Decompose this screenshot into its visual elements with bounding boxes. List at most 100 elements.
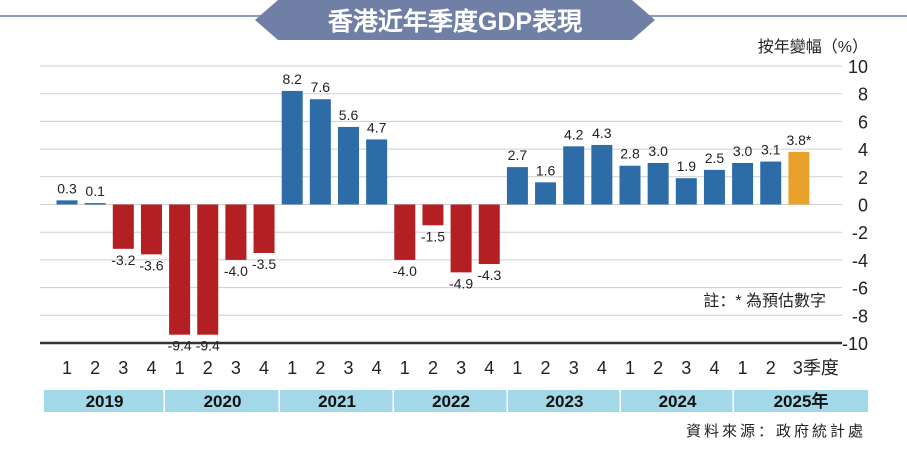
bar	[281, 90, 303, 205]
data-label: 2.5	[705, 150, 725, 166]
data-label: 2.8	[620, 146, 640, 162]
chart-title: 香港近年季度GDP表現	[328, 7, 582, 36]
bar	[506, 167, 528, 205]
bar	[535, 182, 557, 205]
bar	[253, 204, 275, 253]
y-tick-label: -6	[852, 279, 868, 299]
y-tick-label: -8	[852, 306, 868, 326]
data-label: 1.9	[677, 158, 697, 174]
year-label: 2021	[318, 392, 356, 411]
bar	[84, 203, 106, 205]
year-band	[44, 390, 164, 412]
y-tick-label: 6	[858, 112, 868, 132]
data-label: 7.6	[311, 79, 331, 95]
year-label: 2019	[86, 392, 124, 411]
year-label: 2022	[432, 392, 470, 411]
data-label: 3.8*	[786, 132, 811, 148]
bar	[394, 204, 416, 260]
data-label: -3.5	[252, 256, 276, 272]
year-label: 2020	[204, 392, 242, 411]
year-label: 2025年	[774, 391, 829, 411]
x-tick-label: 2	[766, 358, 776, 378]
data-label: -3.2	[111, 252, 135, 268]
y-tick-label: -4	[852, 251, 868, 271]
data-label: 4.2	[564, 126, 584, 142]
x-tick-label: 2	[90, 358, 100, 378]
bar	[338, 126, 359, 205]
x-tick-label: 3	[118, 358, 128, 378]
data-label: -4.3	[477, 267, 501, 283]
data-label: -9.4	[196, 338, 220, 354]
x-tick-label: 1	[738, 358, 748, 378]
data-label: 4.7	[367, 119, 387, 135]
x-tick-label: 4	[709, 358, 719, 378]
x-tick-label: 3	[569, 358, 579, 378]
data-label: 3.0	[733, 143, 753, 159]
x-tick-label: 1	[287, 358, 297, 378]
bar	[225, 204, 247, 260]
bar	[197, 204, 219, 335]
year-label: 2023	[546, 392, 584, 411]
year-band	[734, 390, 868, 412]
x-tick-label: 4	[259, 358, 269, 378]
y-tick-label: 2	[858, 168, 868, 188]
y-tick-label: 8	[858, 85, 868, 105]
bar	[478, 204, 500, 265]
data-label: -3.6	[139, 257, 163, 273]
y-axis-label: 按年變幅（%）	[758, 38, 868, 56]
bar	[788, 151, 810, 205]
data-label: 2.7	[508, 147, 528, 163]
x-tick-label: 2	[653, 358, 663, 378]
bar	[450, 204, 472, 273]
x-tick-label: 4	[597, 358, 607, 378]
x-tick-label: 2	[428, 358, 438, 378]
x-tick-label: 4	[484, 358, 494, 378]
year-band	[621, 390, 733, 412]
data-label: -4.0	[224, 263, 248, 279]
bar	[309, 99, 331, 205]
year-label: 2024	[659, 392, 697, 411]
data-label: -4.9	[449, 275, 473, 291]
x-tick-label: 1	[512, 358, 522, 378]
bar	[591, 144, 613, 205]
year-band	[394, 390, 507, 412]
data-label: 0.1	[85, 183, 105, 199]
bar	[760, 161, 782, 205]
year-band	[165, 390, 279, 412]
y-tick-label: 4	[858, 140, 868, 160]
bar	[56, 200, 78, 205]
year-band	[508, 390, 620, 412]
data-label: 3.0	[648, 143, 668, 159]
y-tick-label: 10	[848, 57, 868, 77]
y-tick-label: -2	[852, 223, 868, 243]
y-tick-label: -10	[842, 334, 868, 354]
data-label: -9.4	[168, 338, 192, 354]
x-tick-label: 2	[541, 358, 551, 378]
bar	[169, 204, 191, 335]
bar	[112, 204, 134, 249]
x-tick-label: 3季度	[793, 358, 839, 378]
x-tick-label: 2	[203, 358, 213, 378]
x-tick-label: 1	[175, 358, 185, 378]
x-tick-label: 2	[315, 358, 325, 378]
bar	[366, 139, 388, 205]
bar	[732, 162, 754, 205]
bar	[140, 204, 162, 255]
data-label: 4.3	[592, 125, 612, 141]
x-tick-label: 1	[625, 358, 635, 378]
x-tick-label: 3	[343, 358, 353, 378]
data-label: 0.3	[57, 180, 77, 196]
x-tick-label: 3	[681, 358, 691, 378]
bar	[703, 169, 725, 205]
data-label: 8.2	[282, 71, 302, 87]
bar	[422, 204, 444, 226]
x-tick-label: 4	[372, 358, 382, 378]
bar	[563, 146, 585, 205]
data-label: 3.1	[761, 142, 781, 158]
bar	[647, 162, 669, 205]
x-tick-label: 4	[146, 358, 156, 378]
source: 資料來源：政府統計處	[686, 422, 866, 440]
bar	[619, 165, 641, 205]
data-label: -4.0	[393, 263, 417, 279]
